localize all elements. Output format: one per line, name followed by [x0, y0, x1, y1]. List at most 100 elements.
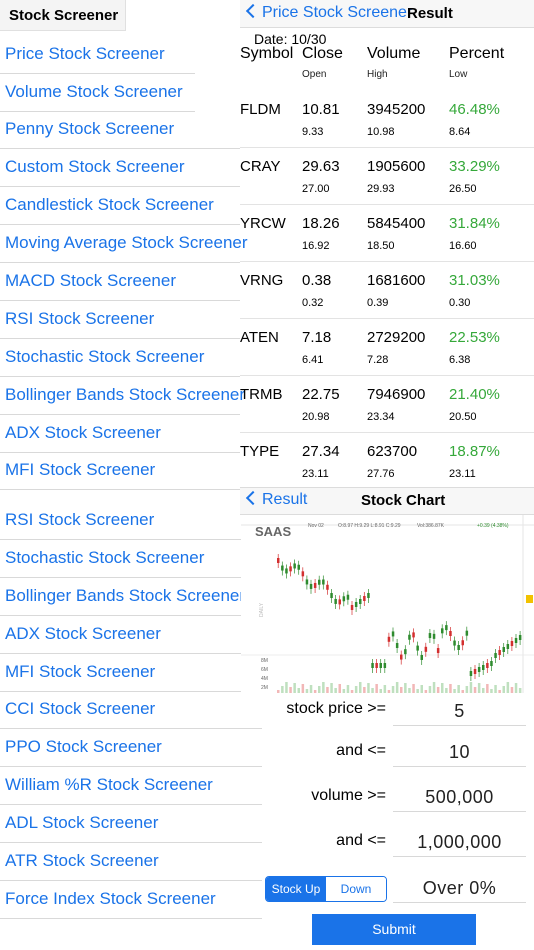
price-min-input[interactable]: 5	[393, 697, 526, 726]
back-to-result-button[interactable]: Result	[245, 490, 308, 509]
candle-body	[346, 594, 350, 600]
menu-item[interactable]: ADL Stock Screener	[5, 813, 159, 832]
menu-item[interactable]: MFI Stock Screener	[5, 662, 156, 681]
cell-percent: 18.87%	[449, 443, 500, 460]
segment-down[interactable]: Down	[326, 877, 386, 901]
menu-item[interactable]: MACD Stock Screener	[5, 271, 176, 290]
price-max-input[interactable]: 10	[393, 738, 526, 767]
volume-bar	[445, 688, 448, 693]
cell-low: 8.64	[449, 126, 471, 138]
cell-close: 18.26	[302, 215, 340, 232]
menu-item[interactable]: MFI Stock Screener	[5, 460, 156, 479]
menu-divider	[0, 728, 262, 729]
submit-button[interactable]: Submit	[312, 914, 476, 945]
menu-item[interactable]: Stochastic Stock Screener	[5, 548, 205, 567]
candle-body	[334, 598, 337, 604]
volume-bar	[342, 689, 346, 693]
candle-body	[424, 646, 428, 652]
volume-bar	[383, 685, 387, 693]
cell-high: 29.93	[367, 183, 395, 195]
stock-chart[interactable]: SAAS Nov 02 O:8.97 H:9.29 L:8.91 C:9.29 …	[241, 515, 534, 693]
volume-bar	[514, 683, 518, 693]
candle-body	[510, 641, 514, 646]
candle-body	[477, 667, 481, 672]
volume-bar	[490, 689, 493, 693]
menu-item[interactable]: ADX Stock Screener	[5, 423, 161, 442]
menu-item[interactable]: CCI Stock Screener	[5, 699, 156, 718]
candle-body	[281, 565, 284, 571]
row-divider	[240, 375, 534, 376]
menu-divider	[0, 880, 262, 881]
menu-item[interactable]: Custom Stock Screener	[5, 157, 185, 176]
price-min-label: stock price >=	[286, 700, 386, 717]
menu-item[interactable]: Price Stock Screener	[5, 44, 165, 63]
cell-high: 23.34	[367, 411, 395, 423]
volume-bar	[367, 683, 370, 693]
volume-bar	[510, 687, 514, 693]
back-label: Result	[262, 491, 308, 508]
cell-volume: 623700	[367, 443, 418, 460]
volume-bar	[465, 686, 469, 693]
direction-segmented-control: Stock Up Down	[265, 876, 387, 902]
volume-min-input[interactable]: 500,000	[393, 783, 526, 812]
menu-item[interactable]: Candlestick Stock Screener	[5, 195, 214, 214]
candle-body	[445, 625, 448, 631]
menu-item[interactable]: William %R Stock Screener	[5, 775, 213, 794]
volume-bar	[322, 682, 325, 693]
menu-item[interactable]: Penny Stock Screener	[5, 119, 175, 138]
menu-item[interactable]: Bollinger Bands Stock Screener	[5, 586, 246, 605]
menu-item[interactable]: ADX Stock Screener	[5, 624, 161, 643]
candle-body	[277, 558, 280, 563]
volume-bar	[293, 683, 296, 693]
menu-divider	[0, 224, 240, 225]
candle-body	[518, 635, 522, 640]
volume-bar	[436, 687, 440, 693]
cell-low: 0.30	[449, 297, 471, 309]
volume-bar	[400, 687, 403, 693]
volume-bar	[379, 689, 382, 693]
menu-divider	[0, 615, 262, 616]
volume-bar	[412, 684, 415, 693]
cell-high: 18.50	[367, 240, 395, 252]
menu-item[interactable]: RSI Stock Screener	[5, 510, 155, 529]
volume-bar	[482, 688, 485, 693]
menu-item[interactable]: Moving Average Stock Screener	[5, 233, 248, 252]
menu-divider	[0, 489, 240, 490]
chart-volume-info: Vol:386.87K	[417, 523, 445, 529]
candle-body	[338, 599, 341, 605]
candle-body	[285, 568, 288, 574]
segment-stock-up[interactable]: Stock Up	[266, 877, 326, 901]
cell-symbol: YRCW	[240, 215, 286, 232]
cell-open: 20.98	[302, 411, 330, 423]
percent-change-input[interactable]: Over 0%	[393, 874, 526, 903]
candle-body	[301, 571, 305, 577]
header-high: High	[367, 69, 388, 80]
cell-symbol: VRNG	[240, 272, 284, 289]
vol-tick: 4M	[261, 676, 268, 682]
candle-body	[494, 653, 497, 658]
volume-bar	[424, 690, 428, 693]
menu-item[interactable]: Bollinger Bands Stock Screener	[5, 385, 246, 404]
menu-divider	[0, 918, 262, 919]
candle-body	[408, 634, 411, 640]
candle-body	[342, 596, 346, 602]
volume-bar	[309, 685, 313, 693]
menu-item[interactable]: Stochastic Stock Screener	[5, 347, 205, 366]
menu-item[interactable]: RSI Stock Screener	[5, 309, 155, 328]
candle-body	[395, 643, 399, 649]
back-to-screener-button[interactable]: Price Stock Screener	[245, 3, 412, 22]
header-close: Close	[302, 45, 343, 62]
menu-divider	[0, 691, 262, 692]
menu-item[interactable]: ATR Stock Screener	[5, 851, 159, 870]
vol-tick: 6M	[261, 667, 268, 673]
menu-item[interactable]: PPO Stock Screener	[5, 737, 162, 756]
menu-item[interactable]: Volume Stock Screener	[5, 82, 183, 101]
cell-close: 7.18	[302, 329, 332, 346]
result-date: Date: 10/30	[254, 31, 327, 47]
candle-body	[453, 640, 456, 646]
cell-low: 23.11	[449, 468, 476, 480]
menu-item[interactable]: Force Index Stock Screener	[5, 889, 216, 908]
menu-divider	[0, 300, 240, 301]
volume-max-input[interactable]: 1,000,000	[393, 828, 526, 857]
candle-body	[420, 654, 423, 660]
